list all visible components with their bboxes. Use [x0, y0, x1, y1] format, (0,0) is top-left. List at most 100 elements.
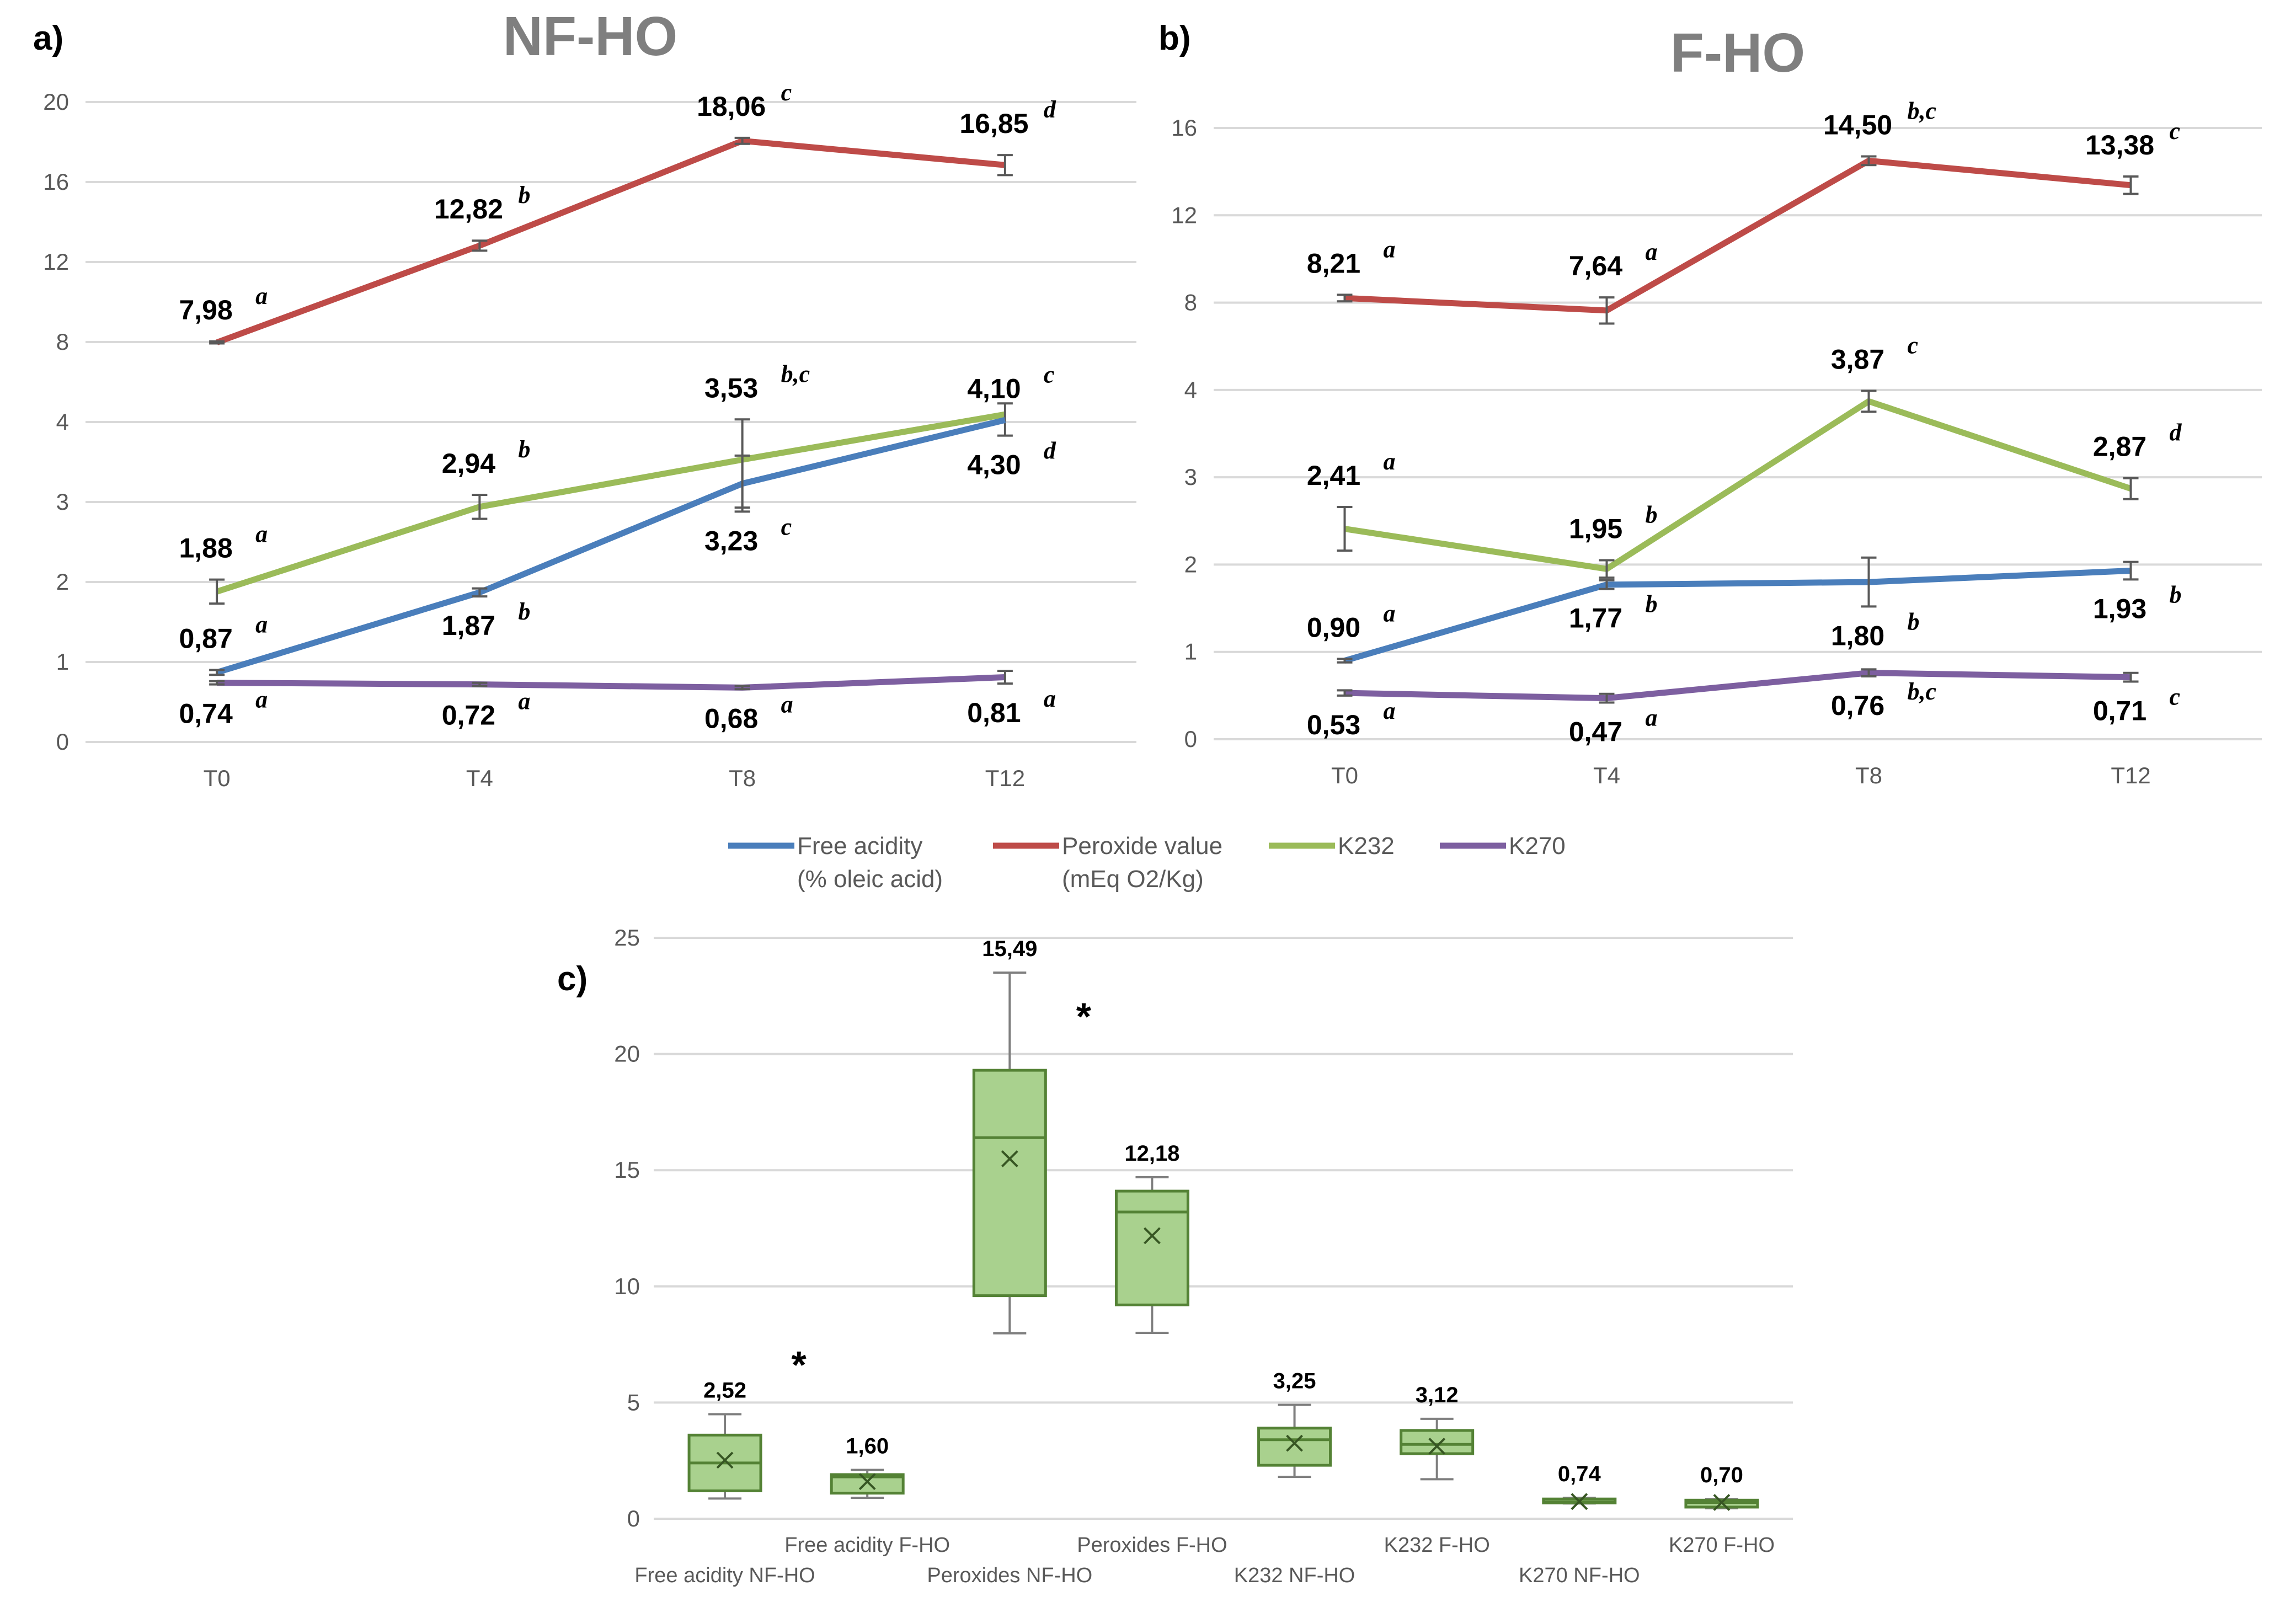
significance-letter: a	[255, 282, 268, 309]
data-label: 7,64	[1569, 250, 1623, 281]
significance-letter: b	[1646, 591, 1658, 618]
significance-letter: a	[255, 521, 268, 548]
significance-letter: d	[1044, 96, 1056, 123]
data-label: 0,76	[1831, 690, 1884, 721]
y-tick-label: 25	[614, 925, 640, 951]
legend-label: Peroxide value	[1062, 832, 1222, 859]
significance-letter: b	[2170, 581, 2182, 608]
x-tick-label: T12	[985, 765, 1025, 791]
y-tick-label: 3	[1184, 464, 1197, 490]
category-label: Free acidity NF-HO	[634, 1564, 815, 1587]
x-tick-label: T4	[1593, 762, 1620, 788]
y-tick-label: 0	[627, 1505, 640, 1531]
legend-label-sub: (% oleic acid)	[797, 866, 943, 893]
data-label: 3,53	[704, 372, 758, 403]
y-tick-label: 16	[1171, 115, 1197, 141]
data-label: 14,50	[1823, 109, 1892, 140]
significance-letter: a	[1646, 704, 1658, 732]
significance-letter: d	[2170, 419, 2182, 446]
significance-letter: c	[1044, 361, 1055, 388]
series-line-k270	[217, 674, 1006, 691]
panel-b-label: b)	[1158, 19, 1191, 57]
legend-label: K270	[1509, 832, 1566, 859]
mean-marker	[858, 1473, 876, 1491]
data-label: 0,90	[1307, 612, 1360, 643]
legend-label-sub: (mEq O2/Kg)	[1062, 866, 1204, 893]
data-label: 4,30	[967, 450, 1021, 481]
x-tick-label: T0	[1331, 762, 1358, 788]
data-label: 8,21	[1307, 248, 1360, 279]
box	[1257, 1427, 1332, 1467]
significance-asterisk: *	[1076, 995, 1092, 1038]
data-label: 3,87	[1831, 344, 1884, 375]
mean-marker	[1428, 1438, 1446, 1455]
x-tick-label: T0	[204, 765, 231, 791]
x-tick-label: T8	[1855, 762, 1882, 788]
data-label: 0,72	[442, 700, 495, 731]
mean-marker	[1001, 1150, 1018, 1167]
category-label: K232 NF-HO	[1234, 1564, 1355, 1587]
mean-value-label: 0,74	[1558, 1462, 1601, 1486]
data-label: 1,80	[1831, 620, 1884, 651]
mean-marker	[716, 1451, 734, 1469]
significance-letter: b	[1646, 501, 1658, 528]
data-label: 1,77	[1569, 603, 1622, 634]
series-line-k232	[1344, 398, 2132, 572]
data-label: 4,10	[967, 373, 1021, 404]
y-tick-label: 5	[627, 1389, 640, 1415]
mean-value-label: 3,12	[1416, 1383, 1459, 1407]
significance-letter: c	[1908, 332, 1919, 359]
y-tick-label: 4	[1184, 377, 1197, 403]
category-label: K270 F-HO	[1669, 1534, 1775, 1557]
significance-letter: c	[2170, 684, 2181, 711]
y-tick-label: 12	[43, 249, 69, 275]
box	[972, 1069, 1047, 1298]
significance-letter: c	[781, 79, 792, 106]
data-label: 2,41	[1307, 460, 1360, 491]
significance-letter: a	[1384, 600, 1396, 627]
data-label: 1,87	[442, 610, 495, 641]
x-tick-label: T12	[2111, 762, 2150, 788]
significance-letter: a	[1384, 236, 1396, 263]
category-label: Peroxides NF-HO	[927, 1564, 1092, 1587]
data-label: 0,81	[967, 697, 1021, 728]
y-tick-label: 8	[1184, 290, 1197, 316]
mean-value-label: 15,49	[982, 937, 1037, 961]
category-label: K270 NF-HO	[1519, 1564, 1640, 1587]
y-tick-label: 15	[614, 1157, 640, 1183]
y-tick-label: 16	[43, 169, 69, 195]
mean-value-label: 2,52	[703, 1378, 746, 1402]
data-label: 2,87	[2093, 431, 2147, 462]
y-tick-label: 0	[1184, 726, 1197, 752]
data-label: 16,85	[959, 108, 1028, 139]
mean-marker	[1571, 1493, 1588, 1510]
significance-letter: b,c	[1908, 97, 1937, 124]
significance-letter: a	[518, 688, 530, 715]
series-line-free_acidity	[1343, 568, 2131, 664]
data-label: 0,68	[704, 703, 758, 734]
series-line-k270	[1344, 670, 2131, 702]
y-tick-label: 3	[56, 489, 69, 515]
legend-label: Free acidity	[797, 832, 922, 859]
data-label: 0,71	[2093, 696, 2147, 727]
series-line-free_acidity	[216, 417, 1006, 676]
x-tick-label: T8	[729, 765, 756, 791]
data-label: 3,23	[704, 525, 758, 556]
series-line-k232	[216, 411, 1006, 595]
significance-letter: b,c	[1908, 678, 1937, 705]
legend: Free acidity (% oleic acid) Peroxide value…	[728, 832, 1566, 893]
data-label: 18,06	[697, 91, 766, 122]
y-tick-label: 10	[614, 1273, 640, 1299]
mean-marker	[1286, 1434, 1303, 1452]
significance-letter: a	[255, 611, 268, 638]
significance-letter: d	[1044, 437, 1056, 465]
panel-a-label: a)	[33, 19, 63, 57]
significance-letter: a	[1384, 448, 1396, 475]
y-tick-label: 20	[43, 89, 69, 115]
y-tick-label: 12	[1171, 202, 1197, 228]
mean-marker	[1713, 1494, 1731, 1511]
x-tick-label: T4	[466, 765, 493, 791]
data-label: 0,74	[179, 698, 233, 729]
